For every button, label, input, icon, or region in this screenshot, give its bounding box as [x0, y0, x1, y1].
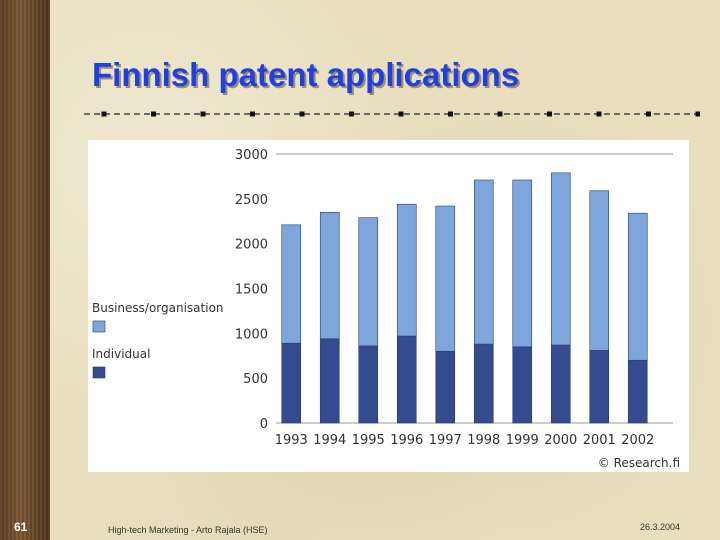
bar-business-2002: [627, 212, 648, 361]
x-tick-label: 1998: [467, 433, 500, 448]
y-tick-label: 500: [243, 372, 268, 387]
left-wood-strip: [0, 0, 50, 540]
bar-business-1996: [396, 203, 417, 337]
x-tick-label: 1994: [313, 433, 346, 448]
divider-dot: [448, 111, 453, 117]
bar-business-1993: [281, 224, 302, 344]
bar-business-1995: [358, 217, 379, 347]
x-tick-label: 1997: [429, 433, 462, 448]
bar-individual-1995: [358, 345, 379, 424]
title-divider: [84, 111, 700, 117]
divider-dot: [547, 111, 552, 117]
bar-individual-1999: [512, 346, 533, 424]
x-tick-label: 2001: [583, 433, 616, 448]
legend-label: Individual: [92, 347, 150, 361]
divider-dot: [250, 111, 255, 117]
divider-dot: [596, 111, 602, 117]
x-tick-label: 1996: [390, 433, 423, 448]
divider-dot: [200, 111, 206, 117]
footer-date: 26.3.2004: [640, 522, 681, 532]
legend-swatch: [92, 320, 106, 333]
bar-individual-1997: [435, 350, 456, 424]
x-tick-label: 2002: [621, 433, 654, 448]
bar-business-1997: [435, 205, 456, 352]
bar-individual-2002: [627, 359, 648, 424]
slide-number: 61: [14, 520, 28, 534]
y-tick-label: 1500: [235, 283, 268, 298]
bar-business-1999: [512, 179, 533, 348]
x-tick-label: 2000: [544, 433, 577, 448]
divider-dot: [299, 111, 305, 117]
stacked-bar-chart: 0 500 1000 1500 2000 2500 3000 1993 1994 1995 1996…: [92, 148, 680, 470]
y-tick-label: 0: [260, 417, 268, 432]
x-tick-label: 1999: [506, 433, 539, 448]
divider-dot: [398, 111, 404, 117]
source-credit: © Research.fi: [598, 456, 680, 470]
footer-author: High-tech Marketing - Arto Rajala (HSE): [108, 525, 268, 535]
bar-individual-2000: [550, 344, 571, 424]
divider-dot: [349, 111, 354, 117]
bar-individual-2001: [589, 350, 610, 424]
bar-business-2000: [550, 172, 571, 346]
x-tick-label: 1995: [352, 433, 385, 448]
divider-dot: [151, 111, 156, 117]
legend-label: Business/organisation: [92, 301, 224, 315]
slide-title: Finnish patent applications: [92, 56, 520, 93]
divider-dot: [497, 111, 503, 117]
bar-business-1994: [319, 211, 340, 340]
y-tick-label: 1000: [235, 327, 268, 342]
divider-dot: [695, 111, 700, 117]
bar-business-2001: [589, 190, 610, 351]
bar-individual-1994: [319, 338, 340, 424]
bar-individual-1996: [396, 335, 417, 424]
bar-business-1998: [473, 179, 494, 345]
x-tick-label: 1993: [275, 433, 308, 448]
legend-swatch: [92, 366, 106, 379]
y-tick-label: 3000: [235, 148, 268, 163]
divider-dot: [101, 111, 107, 117]
divider-dot: [646, 111, 651, 117]
chart-panel: 0 500 1000 1500 2000 2500 3000 1993 1994 1995 1996…: [88, 140, 689, 472]
y-tick-label: 2000: [235, 238, 268, 253]
y-tick-label: 2500: [235, 193, 268, 208]
bar-individual-1993: [281, 342, 302, 424]
bar-individual-1998: [473, 343, 494, 424]
